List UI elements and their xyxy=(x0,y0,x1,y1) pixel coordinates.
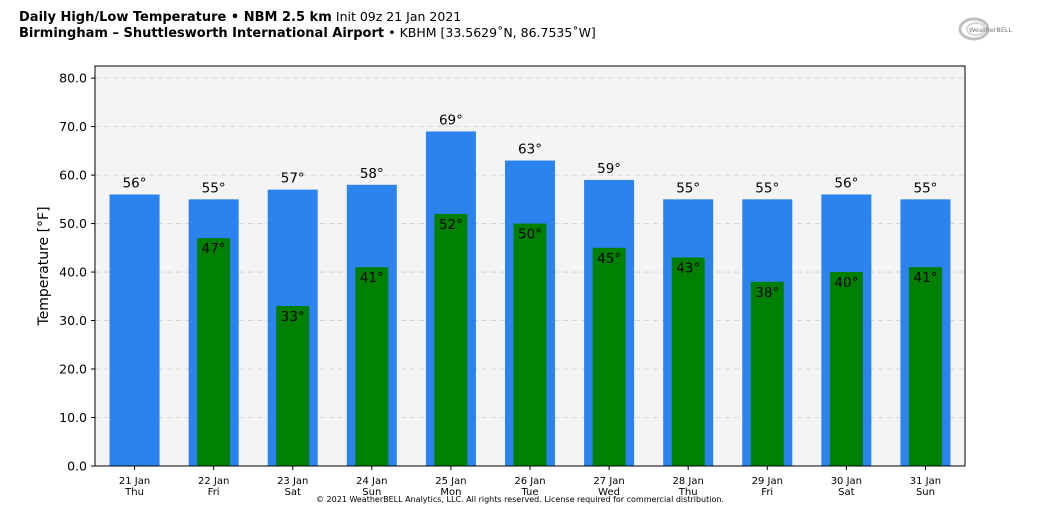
x-tick-weekday: Sun xyxy=(916,487,935,498)
y-tick-label: 20.0 xyxy=(59,362,87,377)
high-temp-label: 55° xyxy=(913,180,937,196)
x-tick-weekday: Tue xyxy=(520,487,538,498)
high-temp-label: 63° xyxy=(518,142,542,158)
logo-swirl-outer xyxy=(958,17,990,41)
high-temp-label: 56° xyxy=(123,175,147,191)
y-axis-label: Temperature [°F] xyxy=(36,206,52,326)
chart-title: Daily High/Low Temperature • NBM 2.5 km xyxy=(19,10,332,25)
high-temp-label: 57° xyxy=(281,171,305,187)
y-tick-label: 50.0 xyxy=(59,216,87,231)
y-tick-label: 60.0 xyxy=(59,168,87,183)
y-tick-label: 40.0 xyxy=(59,265,87,280)
high-temp-label: 59° xyxy=(597,161,621,177)
x-tick-weekday: Sun xyxy=(362,487,381,498)
low-temp-label: 47° xyxy=(202,241,226,257)
high-temp-label: 55° xyxy=(676,180,700,196)
x-tick-weekday: Fri xyxy=(208,487,220,498)
x-tick-date: 25 Jan xyxy=(435,476,466,487)
low-temp-bar xyxy=(197,238,231,466)
x-tick-weekday: Thu xyxy=(124,487,144,498)
y-tick-label: 30.0 xyxy=(59,313,87,328)
low-temp-bar xyxy=(750,281,784,466)
low-temp-label: 33° xyxy=(281,309,305,325)
high-temp-label: 69° xyxy=(439,112,463,128)
x-tick-weekday: Mon xyxy=(440,487,461,498)
low-temp-bar xyxy=(434,213,468,466)
title-line-2: Birmingham – Shuttlesworth International… xyxy=(19,25,596,41)
low-temp-label: 45° xyxy=(597,251,621,267)
y-tick-label: 80.0 xyxy=(59,71,87,86)
low-temp-bar xyxy=(908,267,942,466)
low-temp-bar xyxy=(355,267,389,466)
x-tick-date: 23 Jan xyxy=(277,476,308,487)
y-tick-label: 0.0 xyxy=(67,459,87,474)
low-temp-bar xyxy=(592,247,626,466)
high-temp-label: 56° xyxy=(834,175,858,191)
high-temp-bar xyxy=(109,194,160,466)
logo-swirl-inner xyxy=(966,22,986,36)
low-temp-label: 38° xyxy=(755,285,779,301)
station-name: Birmingham – Shuttlesworth International… xyxy=(19,26,385,41)
x-tick-weekday: Sat xyxy=(285,487,301,498)
low-temp-bar xyxy=(513,223,547,466)
low-temp-label: 43° xyxy=(676,261,700,277)
chart-header: Daily High/Low Temperature • NBM 2.5 km … xyxy=(19,9,596,41)
x-tick-weekday: Fri xyxy=(761,487,773,498)
plot-frame xyxy=(94,65,966,467)
x-tick-date: 27 Jan xyxy=(593,476,624,487)
weatherbell-logo: WeatherBELL xyxy=(958,17,1013,41)
logo-text: WeatherBELL xyxy=(969,26,1013,34)
high-temp-label: 55° xyxy=(202,180,226,196)
low-temp-bar xyxy=(829,272,863,466)
x-tick-date: 31 Jan xyxy=(910,476,941,487)
copyright-footer: © 2021 WeatherBELL Analytics, LLC. All r… xyxy=(316,495,724,504)
x-tick-date: 22 Jan xyxy=(198,476,229,487)
high-temp-label: 55° xyxy=(755,180,779,196)
x-tick-date: 28 Jan xyxy=(673,476,704,487)
x-tick-weekday: Wed xyxy=(598,487,620,498)
station-detail: • KBHM [33.5629˚N, 86.7535˚W] xyxy=(388,25,596,40)
low-temp-bar xyxy=(276,306,310,466)
x-tick-date: 26 Jan xyxy=(514,476,545,487)
x-tick-weekday: Sat xyxy=(838,487,854,498)
high-temp-label: 58° xyxy=(360,166,384,182)
y-tick-label: 10.0 xyxy=(59,410,87,425)
low-temp-bar xyxy=(671,257,705,466)
y-tick-label: 70.0 xyxy=(59,119,87,134)
x-tick-date: 30 Jan xyxy=(831,476,862,487)
title-line-1: Daily High/Low Temperature • NBM 2.5 km … xyxy=(19,9,596,25)
x-tick-date: 29 Jan xyxy=(752,476,783,487)
low-temp-label: 52° xyxy=(439,217,463,233)
low-temp-label: 50° xyxy=(518,227,542,243)
x-tick-date: 21 Jan xyxy=(119,476,150,487)
x-tick-date: 24 Jan xyxy=(356,476,387,487)
low-temp-label: 41° xyxy=(360,270,384,286)
low-temp-label: 41° xyxy=(913,270,937,286)
x-tick-weekday: Thu xyxy=(678,487,698,498)
init-time: Init 09z 21 Jan 2021 xyxy=(335,9,462,24)
low-temp-label: 40° xyxy=(834,275,858,291)
